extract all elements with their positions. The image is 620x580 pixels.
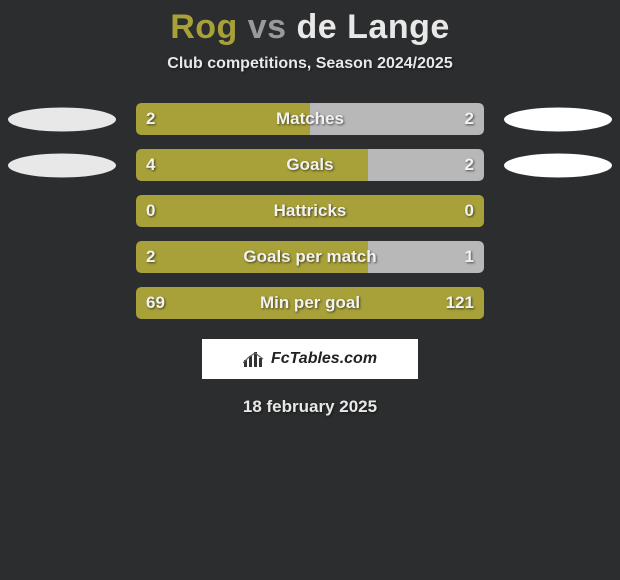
stat-value-right: 2 xyxy=(465,103,474,135)
stat-row: 21Goals per match xyxy=(0,241,620,273)
date-text: 18 february 2025 xyxy=(0,397,620,417)
stat-bar: 21Goals per match xyxy=(136,241,484,273)
stat-fill-left xyxy=(136,149,368,181)
page-title: Rog vs de Lange xyxy=(0,8,620,47)
team-logo-right xyxy=(504,153,612,178)
stat-value-left: 4 xyxy=(146,149,155,181)
team-logo-left xyxy=(8,153,116,178)
stat-fill-left xyxy=(136,195,484,227)
bar-chart-icon xyxy=(243,350,265,368)
stat-value-right: 121 xyxy=(446,287,474,319)
brand-text: FcTables.com xyxy=(271,350,377,368)
stat-value-right: 2 xyxy=(465,149,474,181)
stat-row: 00Hattricks xyxy=(0,195,620,227)
title-player1: Rog xyxy=(170,8,238,46)
stat-value-left: 69 xyxy=(146,287,165,319)
subtitle: Club competitions, Season 2024/2025 xyxy=(0,55,620,73)
stat-row: 42Goals xyxy=(0,149,620,181)
brand-badge[interactable]: FcTables.com xyxy=(202,339,418,379)
stat-fill-left xyxy=(136,287,484,319)
stat-bar: 00Hattricks xyxy=(136,195,484,227)
title-player2: de Lange xyxy=(297,8,450,46)
title-vs: vs xyxy=(248,8,287,46)
stat-value-left: 2 xyxy=(146,241,155,273)
stat-value-right: 1 xyxy=(465,241,474,273)
stat-fill-left xyxy=(136,241,368,273)
stat-fill-left xyxy=(136,103,310,135)
stat-bar: 22Matches xyxy=(136,103,484,135)
stat-value-left: 2 xyxy=(146,103,155,135)
stat-row: 22Matches xyxy=(0,103,620,135)
stat-row: 69121Min per goal xyxy=(0,287,620,319)
stat-value-right: 0 xyxy=(465,195,474,227)
team-logo-left xyxy=(8,107,116,132)
stat-bar: 69121Min per goal xyxy=(136,287,484,319)
team-logo-right xyxy=(504,107,612,132)
stat-value-left: 0 xyxy=(146,195,155,227)
stat-fill-right xyxy=(310,103,484,135)
stats-container: 22Matches42Goals00Hattricks21Goals per m… xyxy=(0,103,620,319)
stat-bar: 42Goals xyxy=(136,149,484,181)
